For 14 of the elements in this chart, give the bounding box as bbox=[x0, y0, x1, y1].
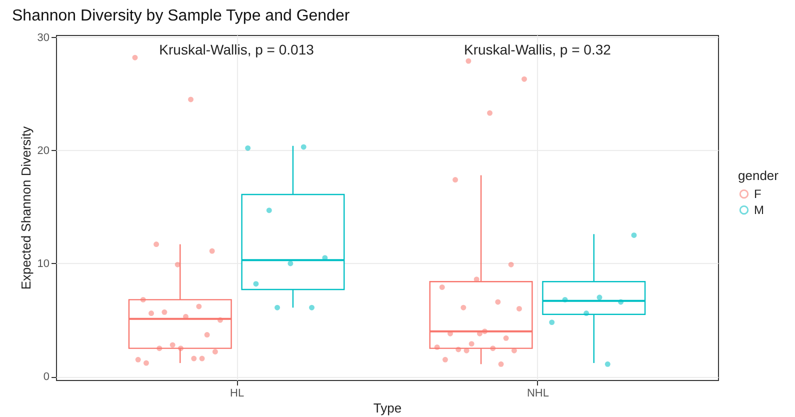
x-tick-label: HL bbox=[230, 388, 244, 400]
y-tick-label: 10 bbox=[37, 258, 50, 270]
legend-label: M bbox=[754, 203, 764, 217]
y-tick-label: 0 bbox=[43, 371, 50, 384]
annotation: Kruskal-Wallis, p = 0.013 bbox=[159, 42, 314, 58]
legend-label: F bbox=[754, 187, 762, 201]
annotation: Kruskal-Wallis, p = 0.32 bbox=[464, 42, 612, 58]
legend-title: gender bbox=[738, 168, 780, 183]
chart-title: Shannon Diversity by Sample Type and Gender bbox=[12, 7, 350, 24]
x-tick-label: NHL bbox=[526, 388, 549, 400]
y-tick-label: 30 bbox=[37, 32, 50, 44]
y-tick-label: 20 bbox=[37, 144, 50, 157]
x-axis-title: Type bbox=[373, 400, 402, 416]
y-axis-title: Expected Shannon Diversity bbox=[18, 126, 34, 290]
